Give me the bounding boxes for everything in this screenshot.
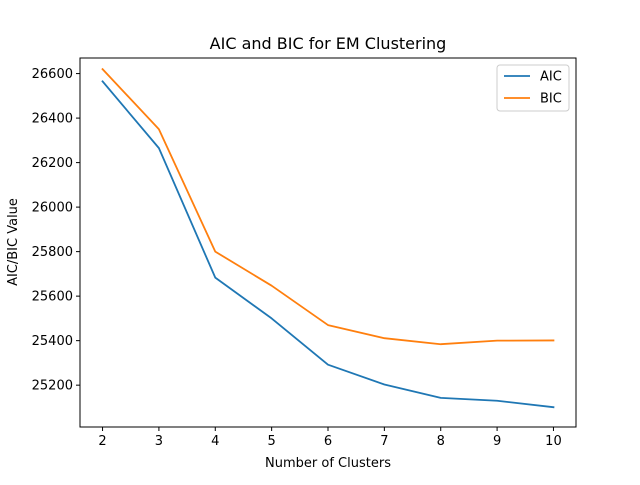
series-line-bic: [101, 67, 555, 346]
y-tick-label: 26000: [32, 201, 73, 216]
chart-title: AIC and BIC for EM Clustering: [210, 34, 447, 53]
legend: AIC BIC: [496, 64, 570, 112]
x-tick-label: 10: [545, 434, 562, 449]
x-tick-label: 4: [211, 434, 219, 449]
y-axis-ticks: 25200 25400 25600 25800 26000 26200 26400 26600: [32, 67, 80, 394]
x-tick-label: 2: [98, 434, 106, 449]
y-tick-label: 26200: [32, 156, 73, 171]
legend-label-aic: AIC: [540, 70, 562, 85]
y-tick-label: 25600: [32, 290, 73, 305]
plot-frame: [79, 57, 577, 428]
x-tick-label: 8: [437, 434, 445, 449]
y-tick-label: 26600: [32, 67, 73, 82]
plot-area: [79, 57, 577, 428]
x-tick-label: 9: [493, 434, 501, 449]
x-tick-label: 5: [267, 434, 275, 449]
series-line-aic: [101, 80, 555, 409]
x-axis-label: Number of Clusters: [265, 456, 391, 471]
series-layer: [101, 67, 555, 409]
y-tick-label: 26400: [32, 112, 73, 127]
x-tick-label: 3: [155, 434, 163, 449]
y-axis-label: AIC/BIC Value: [6, 198, 21, 286]
y-tick-label: 25800: [32, 245, 73, 260]
x-tick-label: 7: [380, 434, 388, 449]
y-tick-label: 25400: [32, 334, 73, 349]
x-axis-ticks: 2 3 4 5 6 7 8 9 10: [98, 427, 562, 449]
x-tick-label: 6: [324, 434, 332, 449]
y-tick-label: 25200: [32, 379, 73, 394]
legend-label-bic: BIC: [540, 92, 562, 107]
